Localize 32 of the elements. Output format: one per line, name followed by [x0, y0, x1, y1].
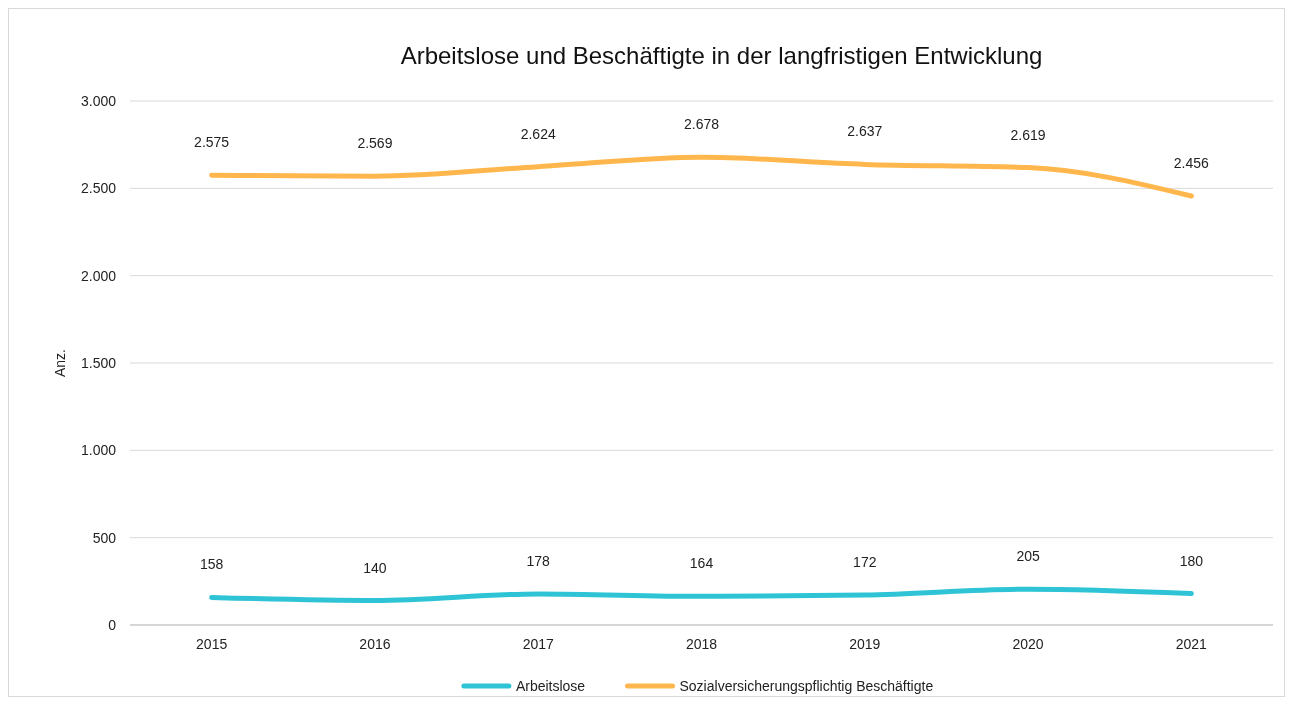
x-tick-label: 2019	[849, 636, 881, 652]
legend-label: Arbeitslose	[515, 678, 586, 694]
data-label: 140	[363, 559, 387, 576]
data-label: 172	[853, 553, 877, 570]
legend-label: Sozialversicherungspflichtig Beschäftigte	[679, 678, 934, 694]
chart-title: Arbeitslose und Beschäftigte in der langfristigen Entwicklung	[400, 42, 1043, 69]
x-tick-label: 2015	[196, 636, 228, 652]
data-label: 205	[1016, 548, 1040, 565]
data-label: 178	[526, 552, 551, 569]
y-tick-label: 0	[108, 617, 117, 633]
data-label: 158	[199, 556, 224, 573]
data-label: 2.624	[520, 125, 556, 142]
x-tick-label: 2021	[1175, 636, 1208, 652]
data-label: 2.619	[1010, 126, 1046, 143]
x-tick-label: 2020	[1012, 636, 1044, 652]
y-tick-label: 500	[92, 529, 117, 546]
data-label: 2.575	[194, 134, 230, 151]
x-tick-label: 2017	[522, 636, 554, 652]
y-tick-label: 1.000	[80, 442, 117, 459]
data-label: 164	[689, 555, 714, 572]
data-label: 2.678	[683, 116, 720, 133]
data-label: 2.569	[357, 135, 393, 152]
y-tick-label: 2.500	[80, 180, 117, 197]
data-label: 2.637	[847, 123, 883, 140]
y-tick-label: 2.000	[80, 267, 117, 284]
x-tick-label: 2018	[685, 636, 718, 652]
y-tick-label: 1.500	[80, 355, 117, 371]
data-label: 180	[1179, 552, 1204, 569]
y-tick-label: 3.000	[80, 93, 117, 109]
data-label: 2.456	[1173, 155, 1210, 172]
y-axis-title: Anz.	[52, 348, 68, 378]
x-tick-label: 2016	[359, 636, 391, 652]
